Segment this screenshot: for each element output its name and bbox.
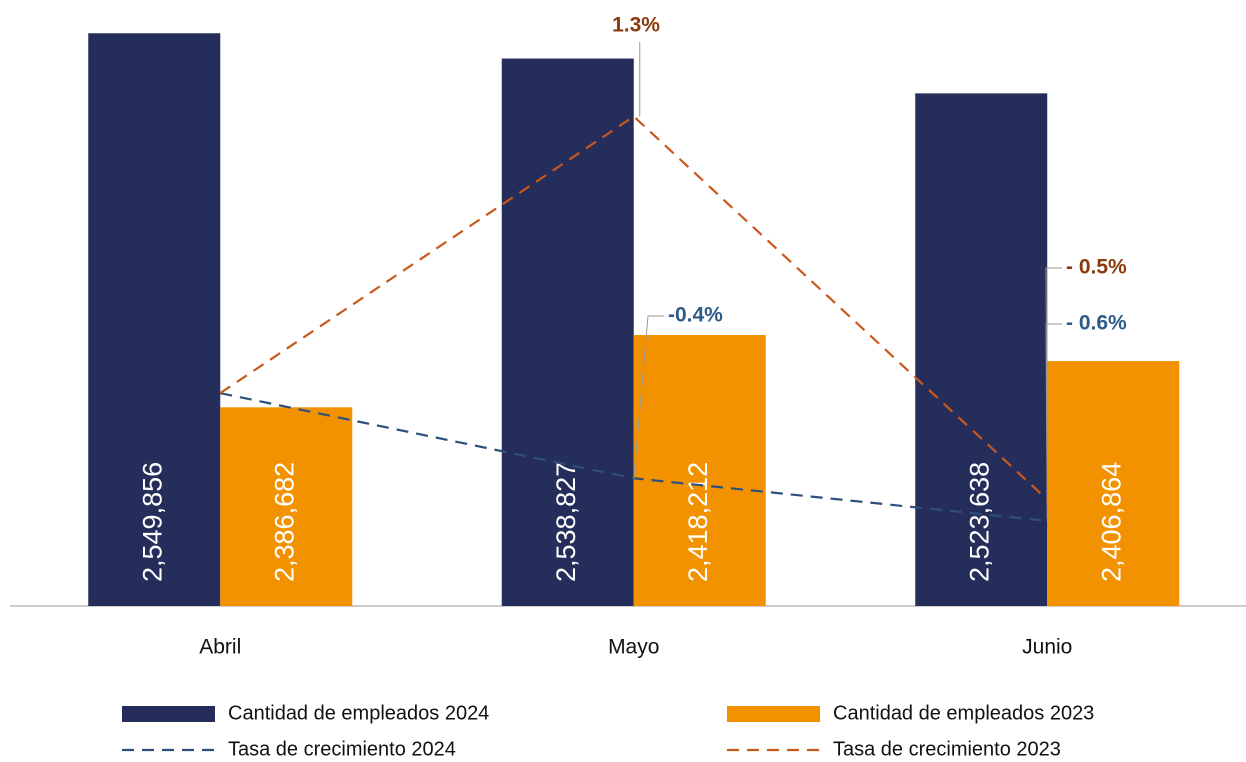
legend-label: Cantidad de empleados 2023 <box>833 702 1094 724</box>
bar <box>915 93 1048 606</box>
bar <box>1047 361 1180 606</box>
legend-swatch <box>727 706 820 722</box>
line-series <box>219 115 1048 501</box>
line-value-label: -0.4% <box>668 304 723 327</box>
bar <box>88 33 221 606</box>
line-value-label: - 0.5% <box>1066 256 1127 279</box>
legend-label: Tasa de crecimiento 2023 <box>833 738 1061 760</box>
line-series <box>220 392 1048 522</box>
legend-label: Cantidad de empleados 2024 <box>228 702 489 724</box>
line-value-label: - 0.6% <box>1066 312 1127 335</box>
legend-label: Tasa de crecimiento 2024 <box>228 738 456 760</box>
bar-value-label: 2,418,212 <box>683 462 713 582</box>
legend-swatch <box>122 706 215 722</box>
bar <box>501 58 634 606</box>
bar-value-label: 2,538,827 <box>551 462 581 582</box>
leader-line <box>633 315 664 479</box>
bar-value-label: 2,406,864 <box>1096 462 1126 582</box>
bar-value-label: 2,549,856 <box>137 462 167 582</box>
bar-value-label: 2,386,682 <box>269 462 299 582</box>
x-tick-label: Junio <box>1022 636 1072 659</box>
bar <box>220 407 353 606</box>
bar-value-label: 2,523,638 <box>964 462 994 582</box>
leader-line <box>1045 267 1062 500</box>
x-tick-label: Mayo <box>608 636 659 659</box>
line-value-label: 1.3% <box>612 14 660 37</box>
bar <box>633 335 766 606</box>
x-tick-label: Abril <box>199 636 241 659</box>
